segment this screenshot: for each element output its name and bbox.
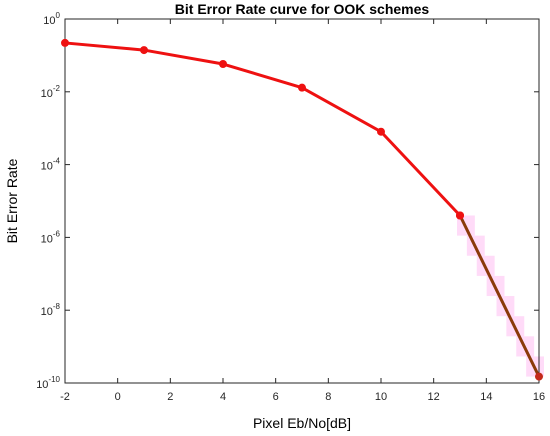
data-point	[219, 60, 227, 69]
y-tick-label: 10-4	[41, 157, 61, 173]
x-tick-label: 8	[325, 391, 331, 403]
x-tick-label: 6	[273, 391, 279, 403]
y-axis-label: Bit Error Rate	[4, 158, 20, 243]
y-tick-label: 10-6	[41, 229, 61, 245]
data-point	[377, 127, 385, 136]
chart-title: Bit Error Rate curve for OOK schemes	[175, 1, 430, 17]
data-point	[140, 46, 148, 55]
series-line-2	[458, 213, 541, 379]
series-line-1	[63, 41, 462, 217]
x-tick-label: -2	[60, 391, 70, 403]
x-tick-label: 12	[428, 391, 440, 403]
y-tick-label: 10-10	[36, 375, 60, 391]
data-point	[298, 83, 306, 92]
data-point	[61, 38, 69, 47]
data-point	[535, 372, 543, 381]
x-tick-label: 10	[375, 391, 387, 403]
x-tick-label: 14	[480, 391, 492, 403]
x-axis-label: Pixel Eb/No[dB]	[253, 415, 351, 431]
y-tick-label: 10-2	[41, 84, 61, 100]
x-tick-label: 4	[220, 391, 226, 403]
y-tick-label: 100	[43, 11, 60, 27]
x-tick-label: 2	[167, 391, 173, 403]
data-point	[456, 211, 464, 220]
series-layer	[61, 38, 543, 381]
axes-box	[64, 18, 540, 384]
ticks-layer: -2 0 2 4 6 8 10 12 14 16 100 10-2 10-4 10-6 10-8 10-10	[36, 11, 545, 403]
plot-area	[65, 19, 539, 383]
x-tick-label: 16	[533, 391, 545, 403]
x-tick-label: 0	[115, 391, 121, 403]
y-tick-label: 10-8	[41, 302, 61, 318]
